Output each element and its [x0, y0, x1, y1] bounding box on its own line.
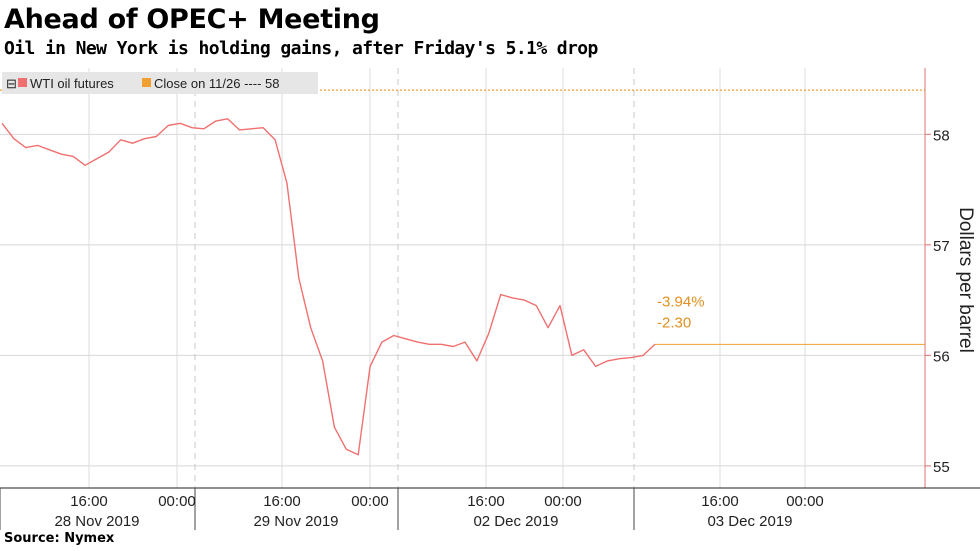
x-tick-label: 00:00 [158, 493, 196, 510]
x-tick-label: 00:00 [544, 493, 582, 510]
x-tick-label: 16:00 [263, 493, 301, 510]
legend-background [2, 72, 318, 94]
reference-line-layer [0, 89, 925, 345]
chart-title: Ahead of OPEC+ Meeting [4, 4, 380, 35]
x-tick-label: 00:00 [351, 493, 389, 510]
wti-series-line [1, 118, 656, 456]
x-tick-label: 16:00 [701, 493, 739, 510]
legend-toggle-icon[interactable]: ⊟ [6, 76, 17, 91]
day-label: 28 Nov 2019 [54, 513, 139, 530]
day-label: 03 Dec 2019 [707, 513, 792, 530]
x-tick-label: 00:00 [786, 493, 824, 510]
legend-label-wti[interactable]: WTI oil futures [30, 76, 114, 91]
y-axis-label: Dollars per barrel [955, 207, 976, 353]
legend-swatch-close [142, 78, 151, 87]
day-label: 29 Nov 2019 [253, 513, 338, 530]
labels: 55 56 57 58 -3.94% -2.30 16:00 00:00 16:00 00:00 1… [54, 127, 976, 530]
chart-subtitle: Oil in New York is holding gains, after … [4, 38, 598, 59]
y-tick-label: 57 [933, 238, 950, 255]
series-layer [1, 118, 656, 456]
legend-label-close[interactable]: Close on 11/26 ---- 58 [154, 76, 280, 91]
x-tick-label: 16:00 [467, 493, 505, 510]
annotation-percent: -3.94% [657, 293, 705, 310]
day-label: 02 Dec 2019 [473, 513, 558, 530]
y-tick-label: 58 [933, 127, 950, 144]
legend[interactable]: ⊟ WTI oil futures Close on 11/26 ---- 58 [2, 72, 318, 94]
annotation-change: -2.30 [657, 314, 691, 331]
legend-swatch-wti [18, 78, 27, 87]
grid-lines [0, 68, 925, 488]
y-tick-label: 56 [933, 348, 950, 365]
y-tick-label: 55 [933, 459, 950, 476]
axes [0, 68, 980, 530]
x-tick-label: 16:00 [70, 493, 108, 510]
source-note: Source: Nymex [4, 531, 115, 546]
